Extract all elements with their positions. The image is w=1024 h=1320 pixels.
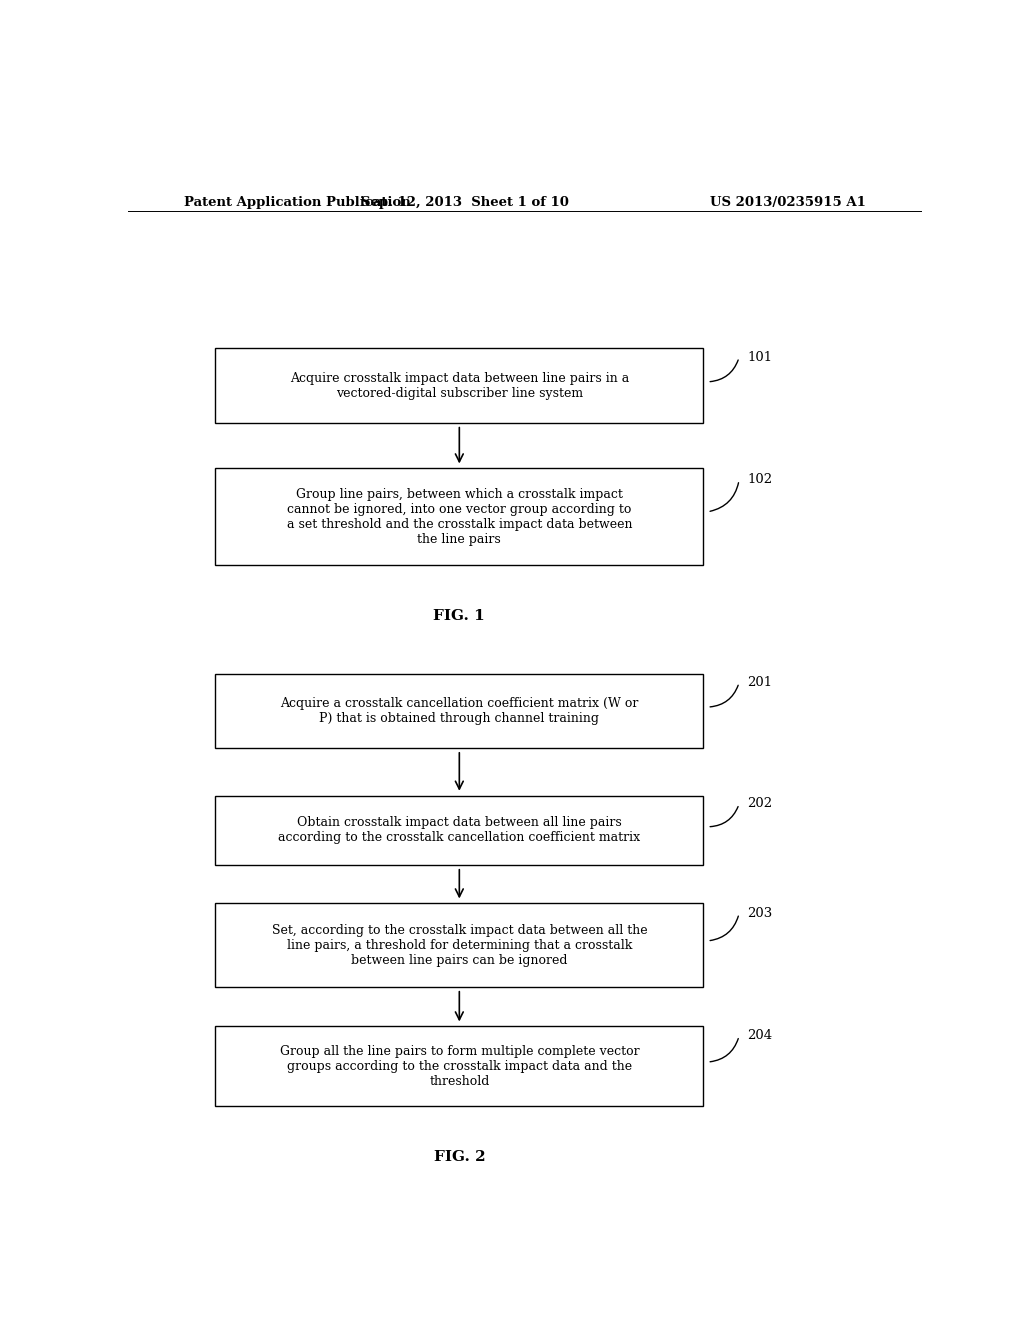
Text: Acquire a crosstalk cancellation coefficient matrix (W or
P) that is obtained th: Acquire a crosstalk cancellation coeffic… bbox=[281, 697, 639, 725]
Text: Set, according to the crosstalk impact data between all the
line pairs, a thresh: Set, according to the crosstalk impact d… bbox=[271, 924, 647, 966]
Bar bbox=[215, 903, 703, 987]
Text: US 2013/0235915 A1: US 2013/0235915 A1 bbox=[711, 195, 866, 209]
Text: Obtain crosstalk impact data between all line pairs
according to the crosstalk c: Obtain crosstalk impact data between all… bbox=[279, 816, 640, 845]
Bar bbox=[215, 1027, 703, 1106]
Text: Group line pairs, between which a crosstalk impact
cannot be ignored, into one v: Group line pairs, between which a crosst… bbox=[287, 487, 632, 545]
Text: 201: 201 bbox=[748, 676, 772, 689]
Text: Sep. 12, 2013  Sheet 1 of 10: Sep. 12, 2013 Sheet 1 of 10 bbox=[361, 195, 569, 209]
Text: 202: 202 bbox=[748, 797, 772, 810]
Text: 203: 203 bbox=[748, 907, 772, 920]
Text: 101: 101 bbox=[748, 351, 772, 364]
Bar bbox=[215, 796, 703, 865]
Text: 102: 102 bbox=[748, 474, 772, 487]
Text: Patent Application Publication: Patent Application Publication bbox=[183, 195, 411, 209]
Bar bbox=[215, 469, 703, 565]
Text: FIG. 2: FIG. 2 bbox=[433, 1150, 485, 1163]
Text: 204: 204 bbox=[748, 1030, 772, 1043]
Text: Group all the line pairs to form multiple complete vector
groups according to th: Group all the line pairs to form multipl… bbox=[280, 1044, 639, 1088]
Bar bbox=[215, 348, 703, 422]
Text: FIG. 1: FIG. 1 bbox=[433, 609, 485, 623]
Bar bbox=[215, 673, 703, 748]
Text: Acquire crosstalk impact data between line pairs in a
vectored-digital subscribe: Acquire crosstalk impact data between li… bbox=[290, 371, 629, 400]
